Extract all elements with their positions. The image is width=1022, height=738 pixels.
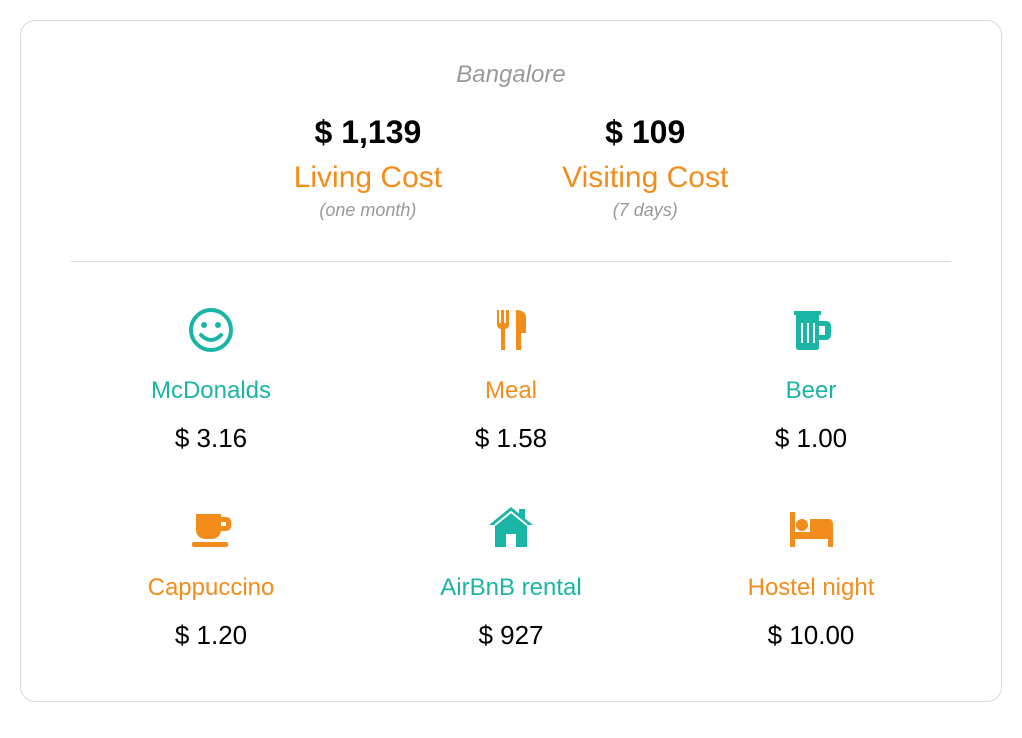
item-mcdonalds: McDonalds $ 3.16 bbox=[71, 302, 351, 454]
item-price: $ 927 bbox=[371, 620, 651, 651]
item-label: Hostel night bbox=[671, 574, 951, 602]
items-grid: McDonalds $ 3.16 Meal $ 1.58 Beer $ 1.00… bbox=[71, 302, 951, 651]
summary-row: $ 1,139 Living Cost (one month) $ 109 Vi… bbox=[71, 114, 951, 262]
living-cost-block: $ 1,139 Living Cost (one month) bbox=[294, 114, 442, 221]
item-price: $ 1.58 bbox=[371, 423, 651, 454]
home-icon bbox=[371, 499, 651, 554]
visiting-cost-label: Visiting Cost bbox=[562, 161, 728, 195]
smile-icon bbox=[71, 302, 351, 357]
living-cost-label: Living Cost bbox=[294, 161, 442, 195]
item-price: $ 1.00 bbox=[671, 423, 951, 454]
item-price: $ 1.20 bbox=[71, 620, 351, 651]
item-meal: Meal $ 1.58 bbox=[371, 302, 651, 454]
living-cost-amount: $ 1,139 bbox=[294, 114, 442, 151]
item-label: McDonalds bbox=[71, 377, 351, 405]
bed-icon bbox=[671, 499, 951, 554]
item-hostel: Hostel night $ 10.00 bbox=[671, 499, 951, 651]
living-cost-sub: (one month) bbox=[294, 200, 442, 221]
item-label: Cappuccino bbox=[71, 574, 351, 602]
item-price: $ 10.00 bbox=[671, 620, 951, 651]
beer-icon bbox=[671, 302, 951, 357]
item-label: Meal bbox=[371, 377, 651, 405]
item-beer: Beer $ 1.00 bbox=[671, 302, 951, 454]
visiting-cost-block: $ 109 Visiting Cost (7 days) bbox=[562, 114, 728, 221]
city-name: Bangalore bbox=[71, 61, 951, 89]
item-price: $ 3.16 bbox=[71, 423, 351, 454]
item-cappuccino: Cappuccino $ 1.20 bbox=[71, 499, 351, 651]
visiting-cost-sub: (7 days) bbox=[562, 200, 728, 221]
visiting-cost-amount: $ 109 bbox=[562, 114, 728, 151]
cost-card: Bangalore $ 1,139 Living Cost (one month… bbox=[20, 20, 1002, 702]
item-label: AirBnB rental bbox=[371, 574, 651, 602]
item-airbnb: AirBnB rental $ 927 bbox=[371, 499, 651, 651]
cutlery-icon bbox=[371, 302, 651, 357]
coffee-icon bbox=[71, 499, 351, 554]
item-label: Beer bbox=[671, 377, 951, 405]
